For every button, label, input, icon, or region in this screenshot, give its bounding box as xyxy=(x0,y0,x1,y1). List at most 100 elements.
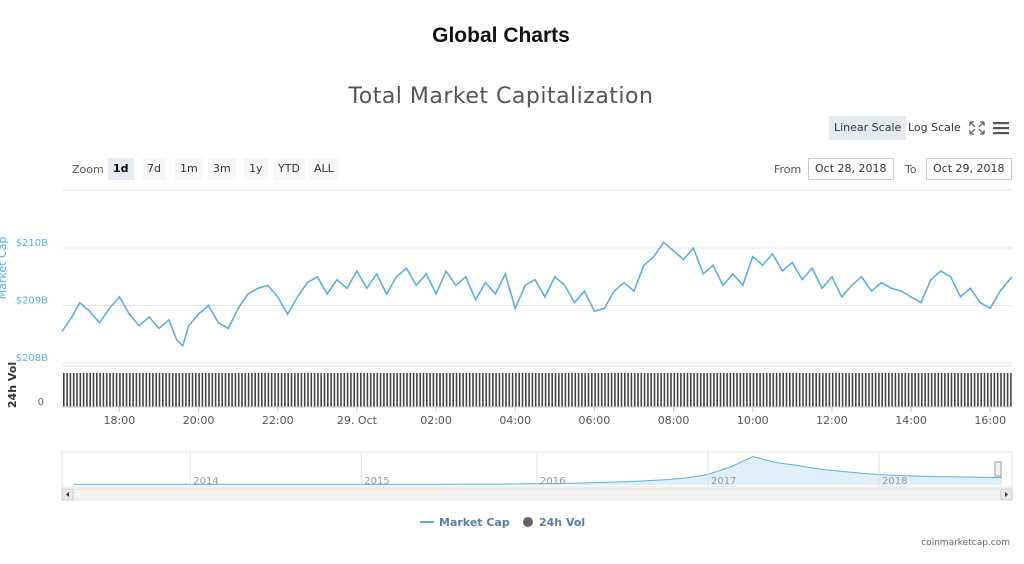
volume-bar xyxy=(607,373,610,407)
volume-bar xyxy=(66,373,68,407)
volume-bar xyxy=(779,373,781,407)
volume-bar xyxy=(155,373,157,407)
zoom-3m-button[interactable]: 3m xyxy=(208,158,236,180)
volume-bar xyxy=(393,373,395,407)
volume-bar xyxy=(881,373,883,407)
volume-bar xyxy=(690,373,692,407)
volume-bar xyxy=(333,373,336,407)
volume-bar xyxy=(954,373,956,407)
volume-series xyxy=(62,365,1012,408)
volume-bar xyxy=(633,373,636,407)
volume-bar xyxy=(927,373,930,407)
hamburger-menu-icon[interactable] xyxy=(992,120,1010,136)
volume-bar xyxy=(957,373,959,407)
volume-bar xyxy=(640,373,643,407)
chart-title: Total Market Capitalization xyxy=(348,84,654,109)
volume-bar xyxy=(254,373,256,407)
volume-bar xyxy=(581,373,583,407)
zoom-1y-button[interactable]: 1y xyxy=(244,158,268,180)
volume-bar xyxy=(145,373,148,407)
volume-bar xyxy=(822,373,824,407)
volume-bar xyxy=(515,373,517,407)
volume-bar xyxy=(462,373,464,407)
volume-bar xyxy=(426,373,428,407)
volume-bar xyxy=(792,373,794,407)
log-scale-button[interactable]: Log Scale xyxy=(908,121,961,134)
volume-bar xyxy=(795,373,798,407)
volume-bar xyxy=(591,373,593,407)
grid-lines xyxy=(62,189,1012,364)
volume-bar xyxy=(723,373,725,407)
navigator-handle[interactable] xyxy=(994,461,1002,477)
volume-bar xyxy=(673,373,676,407)
volume-bar xyxy=(765,373,768,407)
navigator[interactable]: 2014 2015 2016 2017 2018 xyxy=(61,451,1013,501)
from-date-input[interactable]: Oct 28, 2018 xyxy=(808,158,894,180)
volume-bar xyxy=(429,373,431,407)
volume-bar xyxy=(802,373,804,407)
x-axis-ticks: 18:00 20:00 22:00 29. Oct 02:00 04:00 06:00 08:… xyxy=(104,407,1006,427)
volume-bar xyxy=(993,373,996,407)
expand-icon[interactable] xyxy=(968,120,986,136)
zoom-ytd-button[interactable]: YTD xyxy=(273,158,305,180)
volume-bar xyxy=(505,373,507,407)
volume-bar xyxy=(214,373,217,407)
volume-bar xyxy=(138,373,141,407)
volume-bar xyxy=(399,373,402,407)
zoom-7d-button[interactable]: 7d xyxy=(142,158,166,180)
volume-bar xyxy=(310,373,313,407)
volume-bar xyxy=(911,373,913,407)
volume-bar xyxy=(897,373,900,407)
legend-24h-vol[interactable]: 24h Vol xyxy=(539,516,585,529)
volume-bar xyxy=(383,373,385,407)
zoom-all-button[interactable]: ALL xyxy=(309,158,339,180)
scroll-left-arrow-icon xyxy=(66,492,69,497)
volume-bar xyxy=(812,373,814,407)
volume-bar xyxy=(237,373,240,407)
volume-bar xyxy=(178,373,181,407)
volume-bar xyxy=(297,373,299,407)
volume-bar xyxy=(264,373,266,407)
volume-bar xyxy=(317,373,319,407)
linear-scale-button[interactable]: Linear Scale xyxy=(829,116,907,140)
volume-bar xyxy=(574,373,577,407)
volume-bar xyxy=(257,373,260,407)
volume-bar xyxy=(709,373,712,407)
volume-bar xyxy=(191,373,194,407)
volume-bar xyxy=(663,373,666,407)
volume-bar xyxy=(109,373,111,407)
volume-bar xyxy=(224,373,227,407)
volume-bar xyxy=(970,373,973,407)
volume-bar xyxy=(937,373,940,407)
volume-bar xyxy=(653,373,656,407)
volume-bar xyxy=(798,373,801,407)
volume-bar xyxy=(871,373,874,407)
y-tick-label: $209B xyxy=(16,296,48,307)
volume-bar xyxy=(204,373,207,407)
source-credit[interactable]: coinmarketcap.com xyxy=(921,538,1010,548)
x-tick-label: 08:00 xyxy=(658,414,690,427)
volume-bar xyxy=(175,373,177,407)
zoom-1d-button[interactable]: 1d xyxy=(108,158,134,180)
volume-bar xyxy=(468,373,471,407)
navigator-scrollbar[interactable] xyxy=(61,488,1013,501)
volume-bar xyxy=(666,373,669,407)
volume-bar xyxy=(218,373,220,407)
legend-market-cap[interactable]: Market Cap xyxy=(439,516,510,529)
volume-bar xyxy=(119,373,121,407)
volume-bar xyxy=(924,373,926,407)
volume-bar xyxy=(472,373,474,407)
to-date-input[interactable]: Oct 29, 2018 xyxy=(926,158,1012,180)
volume-bar xyxy=(501,373,504,407)
volume-bar xyxy=(650,373,652,407)
volume-bar xyxy=(729,373,732,407)
volume-bar xyxy=(551,373,553,407)
volume-bar xyxy=(630,373,633,407)
volume-bar xyxy=(789,373,791,407)
volume-bar xyxy=(416,373,418,407)
volume-bar xyxy=(142,373,144,407)
zoom-1m-button[interactable]: 1m xyxy=(175,158,203,180)
volume-bar xyxy=(726,373,728,407)
volume-bar xyxy=(874,373,877,407)
